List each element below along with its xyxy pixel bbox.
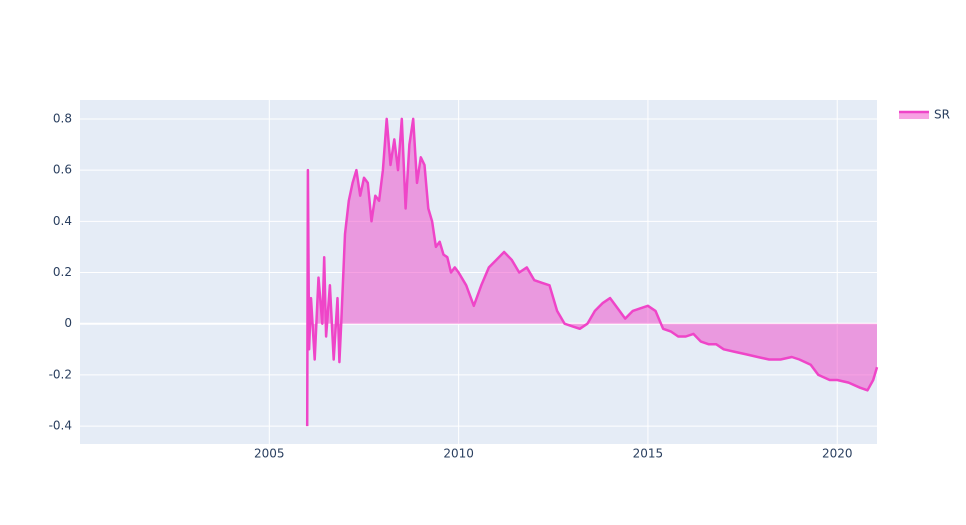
- x-tick-label: 2020: [822, 447, 853, 461]
- x-tick-label: 2005: [254, 447, 285, 461]
- y-tick-label: 0.4: [53, 214, 72, 228]
- line: [305, 117, 879, 427]
- area-fill: [307, 118, 877, 427]
- y-tick-label: 0.2: [53, 265, 72, 279]
- legend-swatch: [899, 111, 929, 119]
- y-tick-label: 0: [64, 316, 72, 330]
- plot-area: [80, 100, 877, 444]
- x-tick-label: 2015: [633, 447, 664, 461]
- y-tick-label: -0.2: [49, 367, 72, 381]
- y-tick-label: -0.4: [49, 419, 72, 433]
- legend-label: SR: [934, 108, 950, 122]
- y-tick-label: 0.8: [53, 111, 72, 125]
- y-tick-label: 0.6: [53, 163, 72, 177]
- x-tick-label: 2010: [443, 447, 474, 461]
